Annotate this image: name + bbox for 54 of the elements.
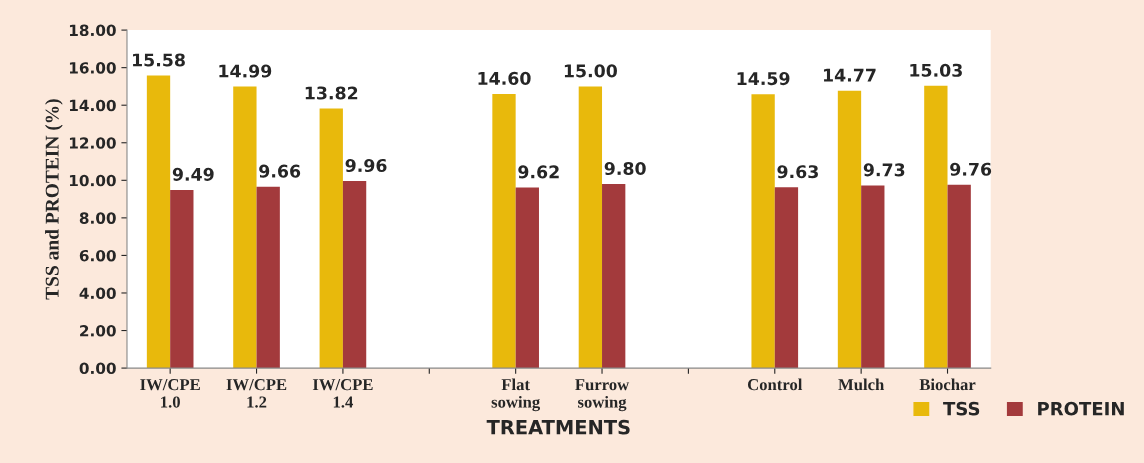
data-label: 15.00 <box>564 64 617 78</box>
data-label: 13.82 <box>305 86 358 100</box>
y-tick-label: 0.00 <box>79 362 116 375</box>
data-label: 9.63 <box>777 165 818 179</box>
bar <box>947 184 971 369</box>
bar <box>837 90 862 369</box>
bar <box>492 93 516 369</box>
bar <box>342 181 367 369</box>
x-axis-title: TREATMENTS <box>486 419 630 435</box>
y-tick-label: 12.00 <box>69 137 116 149</box>
y-axis-title: TSS and PROTEIN (%) <box>45 99 63 300</box>
data-label: 9.62 <box>518 165 559 179</box>
bar <box>233 86 257 369</box>
data-label: 14.99 <box>219 64 272 78</box>
data-label: 9.73 <box>863 163 905 177</box>
bar <box>256 186 280 369</box>
data-label: 15.03 <box>910 63 962 77</box>
y-tick-label: 18.00 <box>69 24 116 37</box>
x-tick-label: Furrow sowing <box>575 379 630 412</box>
x-tick-label: Control <box>747 378 803 391</box>
bar <box>602 184 626 369</box>
bar <box>861 185 885 369</box>
y-tick-label: 8.00 <box>79 212 116 224</box>
legend-label: PROTEIN <box>1038 401 1124 416</box>
data-label: 14.77 <box>823 68 876 82</box>
y-tick-label: 14.00 <box>69 99 116 112</box>
bar <box>924 85 948 369</box>
x-tick-label: IW/CPE 1.2 <box>226 379 287 408</box>
bar <box>578 86 603 369</box>
y-tick-label: 2.00 <box>80 325 116 337</box>
data-label: 14.59 <box>737 72 790 86</box>
data-label: 14.60 <box>478 71 531 85</box>
x-tick-label: IW/CPE 1.0 <box>140 379 200 408</box>
data-label: 9.49 <box>172 167 214 181</box>
data-label: 9.66 <box>259 164 301 178</box>
bar <box>170 189 194 369</box>
bar <box>146 75 171 369</box>
y-tick-label: 6.00 <box>79 249 116 262</box>
y-tick-label: 10.00 <box>69 174 116 187</box>
bar <box>751 94 775 369</box>
bar <box>515 187 539 369</box>
y-tick-label: 4.00 <box>79 287 116 299</box>
legend-label: TSS <box>943 401 980 416</box>
y-tick-label: 16.00 <box>69 62 116 74</box>
bar <box>774 187 799 369</box>
bar <box>319 108 343 369</box>
data-label: 9.76 <box>950 162 992 176</box>
data-label: 9.96 <box>345 158 387 173</box>
x-tick-label: IW/CPE 1.4 <box>312 379 373 408</box>
x-tick-label: Flat sowing <box>491 378 541 412</box>
x-tick-label: Mulch <box>838 378 885 391</box>
data-label: 9.80 <box>604 161 646 176</box>
x-tick-label: Biochar <box>919 378 976 391</box>
data-label: 15.58 <box>133 53 185 67</box>
